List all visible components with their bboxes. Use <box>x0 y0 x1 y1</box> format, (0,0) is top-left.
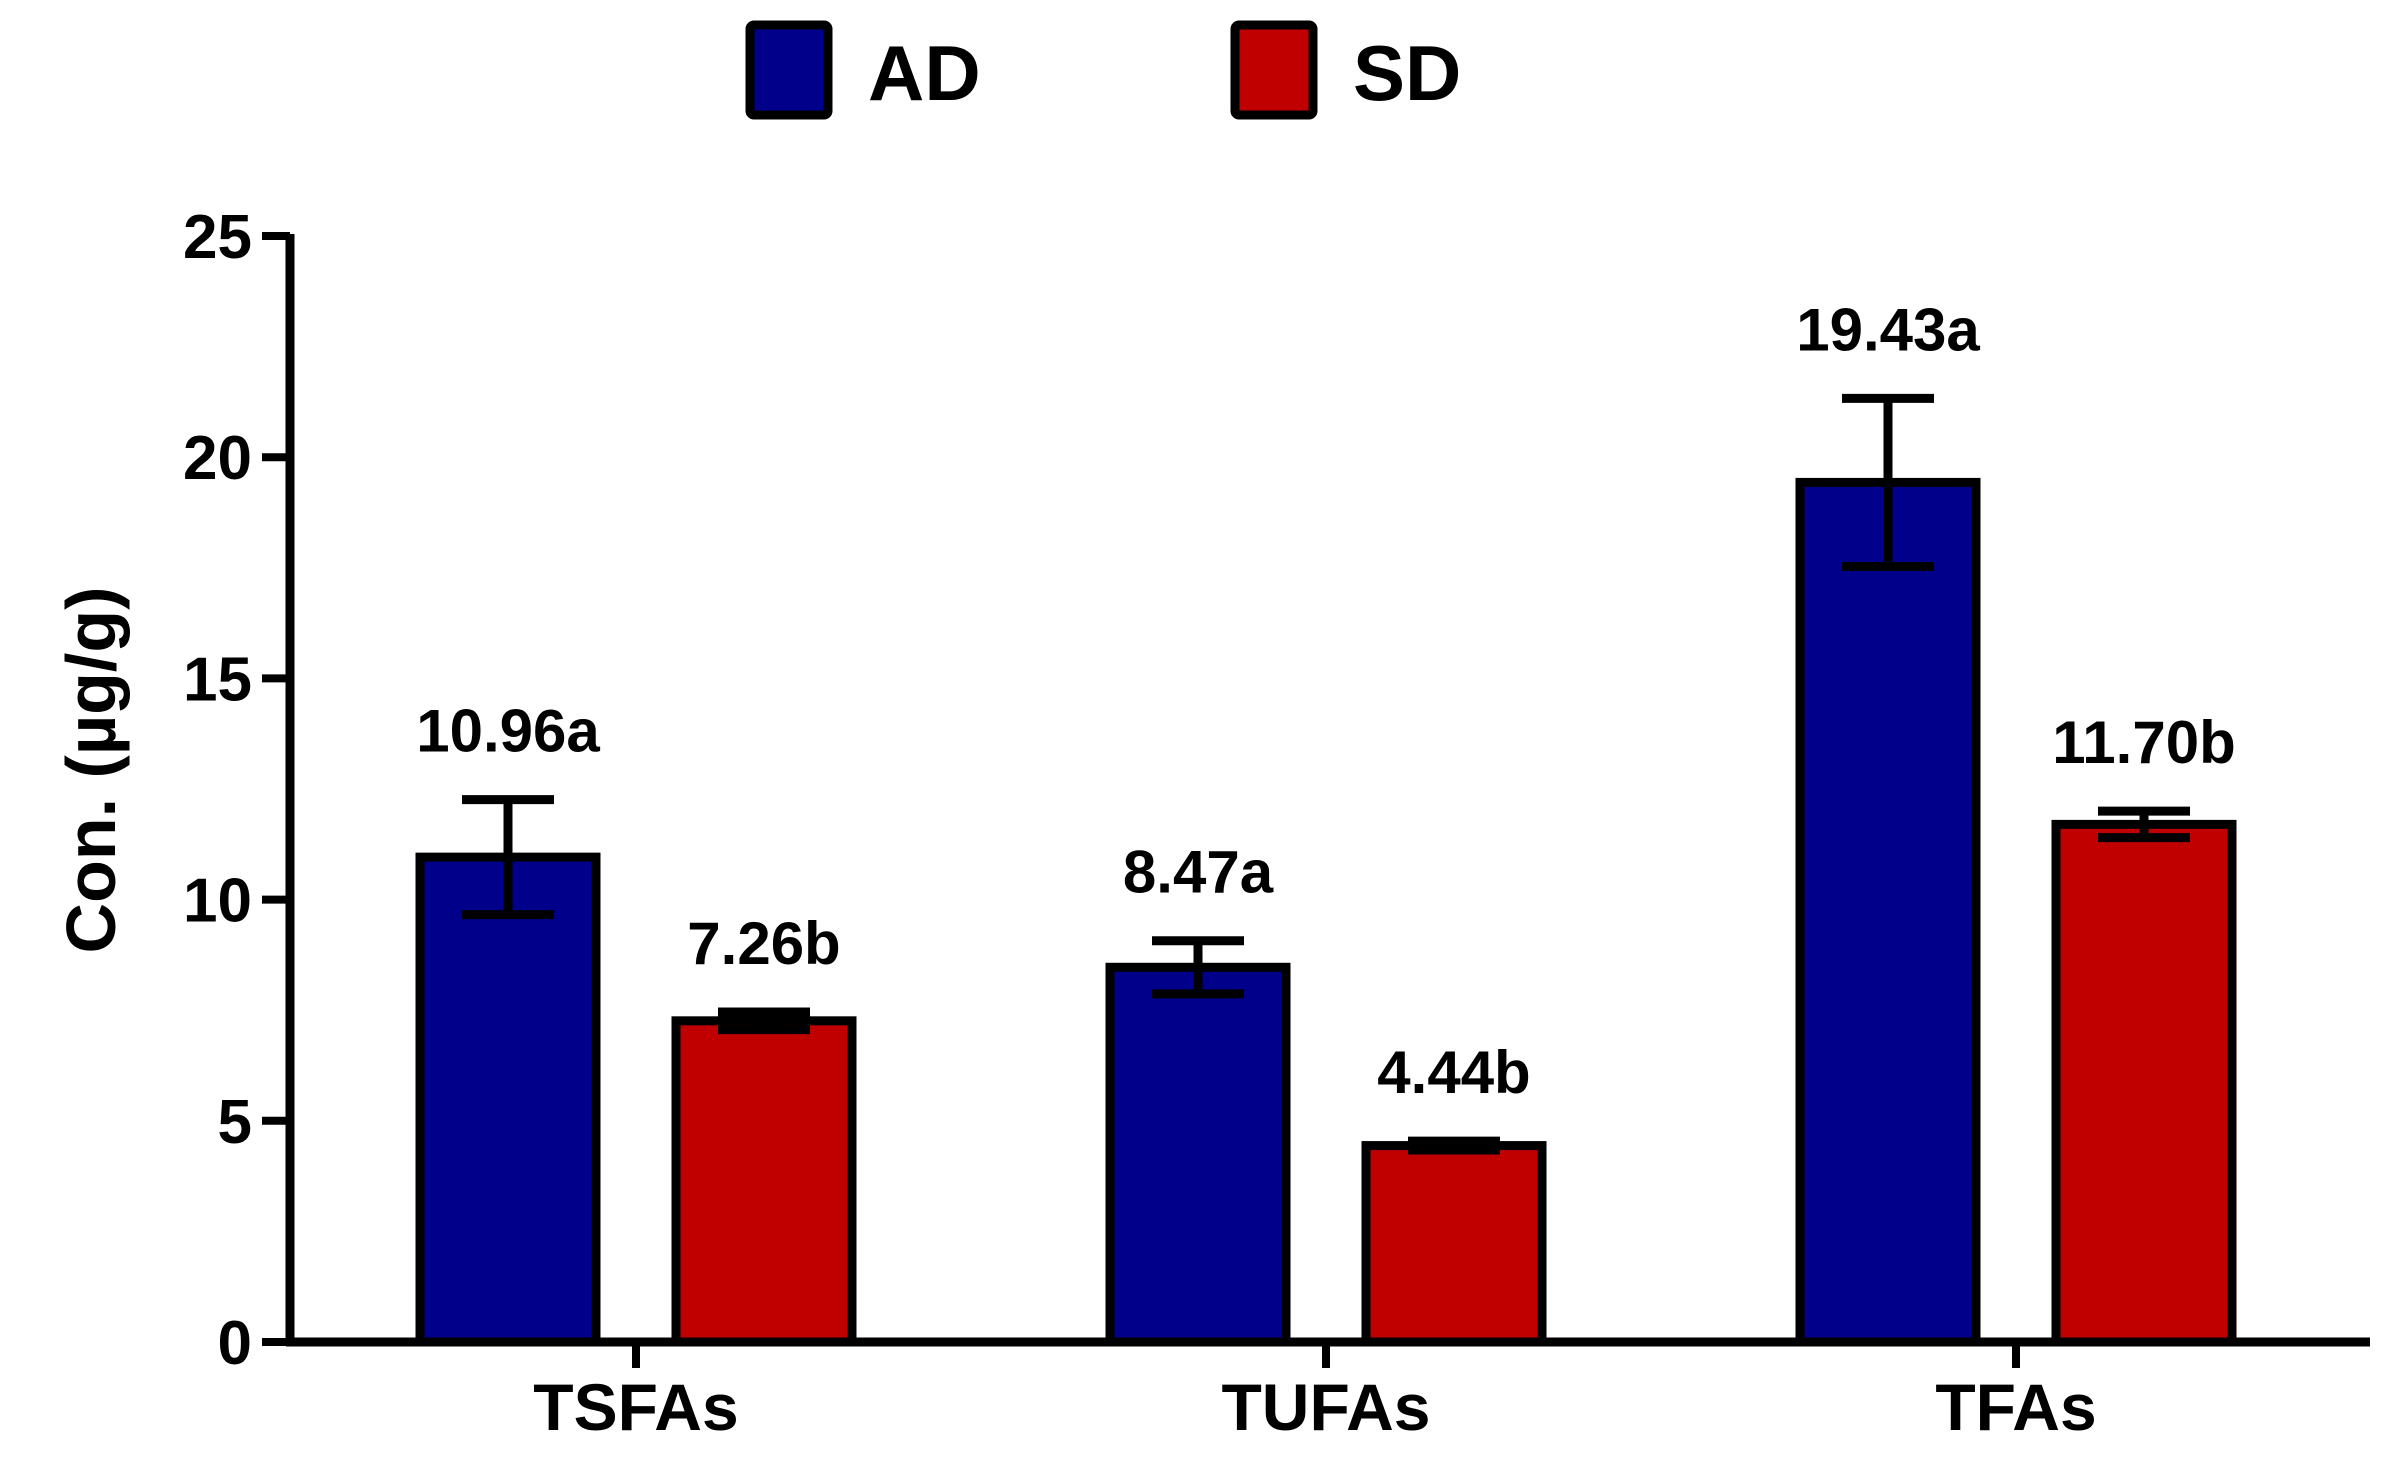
bar-ad <box>415 852 601 1347</box>
x-category-label: TUFAs <box>1221 1370 1430 1444</box>
x-axis: TSFAs TUFAs TFAs <box>286 1337 2370 1444</box>
legend-label: SD <box>1353 29 1461 117</box>
y-tick-label: 25 <box>183 203 252 272</box>
bar-sd <box>671 1016 857 1347</box>
data-label: 4.44b <box>1377 1039 1530 1106</box>
y-tick-label: 15 <box>183 645 252 714</box>
legend: AD SD <box>745 20 1461 120</box>
x-category-label: TSFAs <box>533 1370 738 1444</box>
data-label: 8.47a <box>1123 839 1274 906</box>
y-tick-label: 0 <box>218 1309 252 1378</box>
y-axis-title: Con. (µg/g) <box>52 587 130 954</box>
legend-swatch-ad <box>745 20 833 120</box>
y-axis: 0 5 10 15 20 25 <box>183 203 295 1378</box>
y-tick-label: 10 <box>183 867 252 936</box>
data-label: 11.70b <box>2052 709 2236 776</box>
bar-ad <box>1795 477 1981 1347</box>
bars <box>415 477 2237 1347</box>
y-tick-label: 20 <box>183 424 252 493</box>
data-labels: 10.96a 7.26b 8.47a 4.44b 19.43a 11.70b <box>416 296 2236 1106</box>
legend-swatch-sd <box>1230 20 1318 120</box>
y-tick-label: 5 <box>218 1088 252 1157</box>
legend-label: AD <box>868 29 981 117</box>
data-label: 19.43a <box>1796 296 1980 363</box>
bar-sd <box>2051 819 2237 1347</box>
data-label: 7.26b <box>687 910 840 977</box>
bar-ad <box>1105 962 1291 1347</box>
error-bars <box>462 393 2190 1155</box>
bar-sd <box>1361 1141 1547 1347</box>
x-category-label: TFAs <box>1935 1370 2096 1444</box>
data-label: 10.96a <box>416 698 600 765</box>
